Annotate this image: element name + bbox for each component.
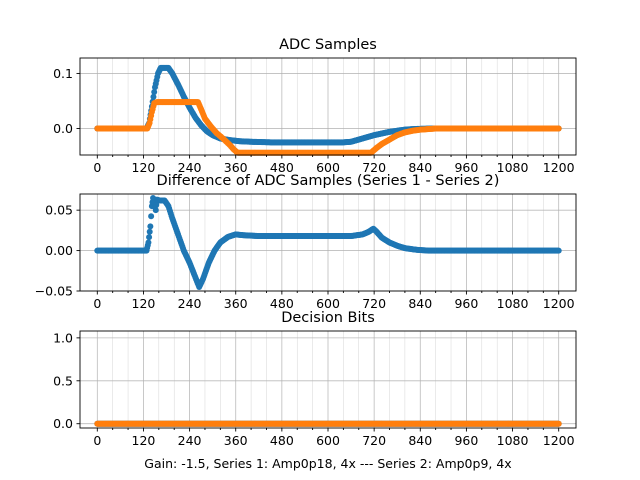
data-point (153, 201, 160, 208)
x-tick-label: 1200 (543, 160, 575, 175)
data-point (555, 420, 562, 427)
data-point (146, 234, 153, 241)
data-point (555, 247, 562, 254)
x-tick-label: 0 (93, 160, 101, 175)
data-point (147, 223, 154, 230)
data-point (146, 228, 153, 235)
x-tick-label: 600 (316, 160, 340, 175)
x-tick-label: 240 (178, 433, 202, 448)
x-tick-label: 0 (93, 433, 101, 448)
x-tick-label: 240 (178, 296, 202, 311)
series-2 (94, 99, 562, 156)
x-tick-label: 120 (132, 433, 156, 448)
x-tick-label: 1200 (543, 433, 575, 448)
x-tick-label: 0 (93, 296, 101, 311)
series-1 (94, 195, 562, 290)
chart-title: ADC Samples (279, 37, 377, 53)
chart-title: Difference of ADC Samples (Series 1 - Se… (157, 173, 500, 189)
x-tick-label: 240 (178, 160, 202, 175)
subplot-adc-samples: ADC Samples 0 120 240 360 480 600 720 840 960 108… (53, 37, 577, 175)
subplot-difference: Difference of ADC Samples (Series 1 - Se… (35, 173, 577, 311)
x-tick-label: 720 (362, 433, 386, 448)
x-tick-label: 1080 (497, 160, 529, 175)
data-point (148, 213, 155, 220)
data-point (151, 89, 158, 96)
x-tick-label: 360 (224, 433, 248, 448)
x-tick-label: 480 (270, 160, 294, 175)
plot-area-adc-samples: 0 120 240 360 480 600 720 840 960 1080 1200 0.0 0.1 (53, 57, 577, 175)
x-axis-label: Gain: -1.5, Series 1: Amp0p18, 4x --- Se… (144, 456, 511, 471)
y-tick-label: 0.00 (45, 243, 73, 258)
x-tick-label: 840 (408, 433, 432, 448)
x-tick-label: 1200 (543, 296, 575, 311)
x-tick-label: 1080 (497, 296, 529, 311)
y-tick-label: 0.5 (53, 373, 73, 388)
x-tick-label: 360 (224, 160, 248, 175)
y-tick-label: −0.05 (35, 284, 73, 299)
data-point (152, 207, 159, 214)
chart-title: Decision Bits (281, 310, 375, 326)
y-tick-label: 0.0 (53, 121, 73, 136)
x-tick-label: 600 (316, 296, 340, 311)
x-tick-label: 960 (454, 433, 478, 448)
y-tick-label: 1.0 (53, 330, 73, 345)
x-tick-label: 840 (408, 160, 432, 175)
x-tick-label: 600 (316, 433, 340, 448)
data-point (555, 125, 562, 132)
y-tick-label: 0.1 (53, 66, 73, 81)
plot-area-difference: 0 120 240 360 480 600 720 840 960 1080 1200 −0.05 0.… (35, 193, 577, 311)
x-tick-label: 480 (270, 296, 294, 311)
x-tick-label: 840 (408, 296, 432, 311)
y-tick-label: 0.05 (45, 203, 73, 218)
x-tick-label: 1080 (497, 433, 529, 448)
data-point (150, 93, 157, 100)
subplot-decision-bits: Decision Bits 0 120 240 360 480 600 720 840 960 1… (53, 310, 577, 471)
series-2 (94, 420, 562, 427)
x-tick-label: 960 (454, 296, 478, 311)
y-tick-label: 0.0 (53, 416, 73, 431)
plot-area-decision-bits: 0 120 240 360 480 600 720 840 960 1080 1200 0.0 0.5 1… (53, 330, 577, 448)
x-tick-label: 360 (224, 296, 248, 311)
data-point (145, 239, 152, 246)
x-tick-label: 480 (270, 433, 294, 448)
x-tick-label: 120 (132, 296, 156, 311)
x-tick-label: 960 (454, 160, 478, 175)
x-tick-label: 120 (132, 160, 156, 175)
x-tick-label: 720 (362, 296, 386, 311)
x-tick-label: 720 (362, 160, 386, 175)
